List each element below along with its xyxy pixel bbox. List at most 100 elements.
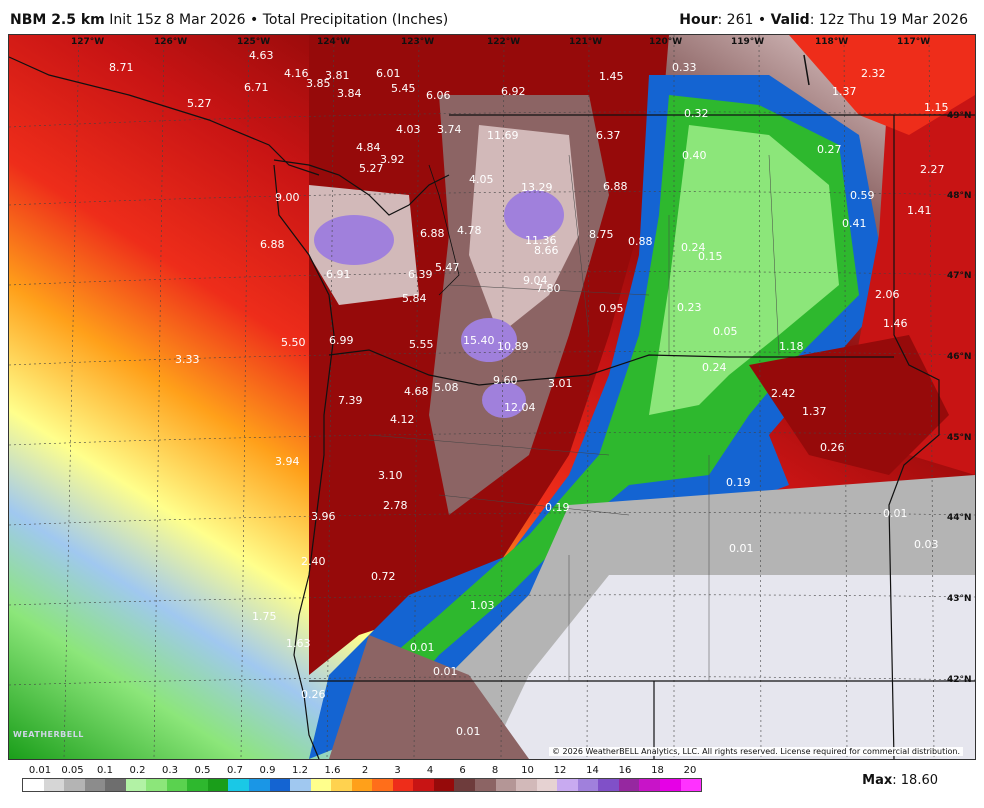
- map-title: NBM 2.5 km Init 15z 8 Mar 2026 • Total P…: [10, 12, 448, 28]
- colorbar-swatch: [413, 779, 434, 791]
- colorbar-swatch: [187, 779, 208, 791]
- longitude-label: 127°W: [71, 37, 104, 47]
- precip-value-labels: 8.71 4.63 4.16 3.813.85 3.84 6.71 5.27 6.01 5.45…: [109, 49, 949, 738]
- precip-value: 11.69: [487, 129, 519, 142]
- colorbar-tick-label: 0.7: [227, 765, 243, 776]
- latitude-label: 45°N: [947, 433, 972, 443]
- strait-coast: [273, 159, 450, 216]
- precip-value: 6.88: [260, 238, 285, 251]
- colorbar-swatch: [207, 779, 229, 791]
- precip-value: 6.71: [244, 81, 269, 94]
- max-value: Max: 18.60: [862, 773, 938, 788]
- precip-value: 4.16: [284, 67, 309, 80]
- precip-value: 13.29: [521, 181, 553, 194]
- colorbar-swatch: [618, 779, 640, 791]
- longitude-labels: 127°W 126°W 125°W 124°W 123°W 122°W 121°W 120°W…: [71, 37, 930, 47]
- precip-value: 4.12: [390, 413, 415, 426]
- precip-value: 15.40: [463, 334, 495, 347]
- rainier-max-field: [461, 318, 517, 362]
- colorbar-swatch: [43, 779, 65, 791]
- precip-value: 2.78: [383, 499, 408, 512]
- precip-value: 0.19: [726, 476, 751, 489]
- colorbar-swatch: [331, 779, 352, 791]
- precip-value: 1.45: [599, 70, 624, 83]
- max-label: Max: [862, 773, 893, 788]
- precip-value: 7.80: [536, 282, 561, 295]
- precip-value: 3.84: [337, 87, 362, 100]
- colorbar-swatch: [598, 779, 619, 791]
- product-name: Total Precipitation (Inches): [262, 12, 449, 28]
- latitude-label: 49°N: [947, 111, 972, 121]
- longitude-label: 119°W: [731, 37, 764, 47]
- colorbar-tick-label: 10: [521, 765, 534, 776]
- valid-separator: •: [757, 12, 767, 28]
- colorbar-swatch: [557, 779, 578, 791]
- idaho-border: [888, 115, 940, 759]
- precip-value: 0.26: [820, 441, 845, 454]
- colorbar-swatch: [392, 779, 414, 791]
- precip-value: 0.01: [433, 665, 458, 678]
- colorbar-swatch: [105, 779, 126, 791]
- colorbar-tick-label: 4: [426, 765, 434, 776]
- longitude-label: 123°W: [401, 37, 434, 47]
- precip-value: 0.01: [883, 507, 908, 520]
- colorbar-swatch: [269, 779, 291, 791]
- precip-value: 8.71: [109, 61, 134, 74]
- colorbar-swatch: [228, 779, 250, 791]
- precip-value: 9.00: [275, 191, 300, 204]
- precip-value: 1.75: [252, 610, 277, 623]
- colorbar-swatch: [84, 779, 106, 791]
- precip-value: 3.94: [275, 455, 300, 468]
- precip-value: 9.60: [493, 374, 518, 387]
- precip-value: 0.01: [456, 725, 481, 738]
- graticule: [9, 35, 975, 759]
- precip-value: 2.40: [301, 555, 326, 568]
- klamath-field: [329, 635, 529, 759]
- precip-value: 5.08: [434, 381, 459, 394]
- longitude-label: 117°W: [897, 37, 930, 47]
- precip-value: 0.33: [672, 61, 697, 74]
- precip-value: 5.45: [391, 82, 416, 95]
- colorbar: [22, 778, 702, 792]
- colorbar-swatch: [290, 779, 311, 791]
- adams-max-field: [482, 382, 526, 418]
- precip-value: 1.37: [832, 85, 857, 98]
- max-number: : 18.60: [892, 773, 938, 788]
- precip-value: 0.59: [850, 189, 875, 202]
- precip-value: 1.63: [286, 637, 311, 650]
- longitude-label: 124°W: [317, 37, 350, 47]
- precip-value: 2.32: [861, 67, 886, 80]
- county-lines: [368, 154, 780, 681]
- latitude-label: 43°N: [947, 594, 972, 604]
- colorbar-tick-label: 3: [394, 765, 401, 776]
- colorbar-swatch: [310, 779, 332, 791]
- precip-value: 8.75: [589, 228, 614, 241]
- precip-value: 5.27: [359, 162, 384, 175]
- precip-value: 0.01: [410, 641, 435, 654]
- colorbar-tick-label: 18: [651, 765, 664, 776]
- colorbar-swatch: [166, 779, 188, 791]
- precip-value: 4.63: [249, 49, 274, 62]
- precip-value: 6.06: [426, 89, 451, 102]
- longitude-label: 122°W: [487, 37, 520, 47]
- precip-value: 5.27: [187, 97, 212, 110]
- colorbar-swatch: [536, 779, 558, 791]
- colorbar-swatch: [516, 779, 537, 791]
- precip-value: 0.05: [713, 325, 738, 338]
- precip-value: 3.01: [548, 377, 573, 390]
- model-name: NBM 2.5 km: [10, 12, 105, 28]
- precip-value: 6.88: [603, 180, 628, 193]
- precip-value: 4.84: [356, 141, 381, 154]
- precip-value: 8.66: [534, 244, 559, 257]
- precip-value: 3.92: [380, 153, 405, 166]
- colorbar-tick-label: 0.05: [61, 765, 84, 776]
- precip-value: 6.91: [326, 268, 351, 281]
- colorbar-tick-label: 0.2: [129, 765, 146, 776]
- precip-value: 6.88: [420, 227, 445, 240]
- colorbar-ticks: 0.01 0.05 0.1 0.2 0.3 0.5 0.7 0.9 1.2 1.6 2 3 4 6 8 10 1…: [22, 765, 702, 777]
- colorbar-tick-label: 0.01: [28, 765, 52, 776]
- longitude-label: 126°W: [154, 37, 187, 47]
- pacific-coast: [273, 164, 335, 759]
- copyright-notice: © 2026 WeatherBELL Analytics, LLC. All r…: [549, 747, 963, 756]
- precip-value: 6.37: [596, 129, 621, 142]
